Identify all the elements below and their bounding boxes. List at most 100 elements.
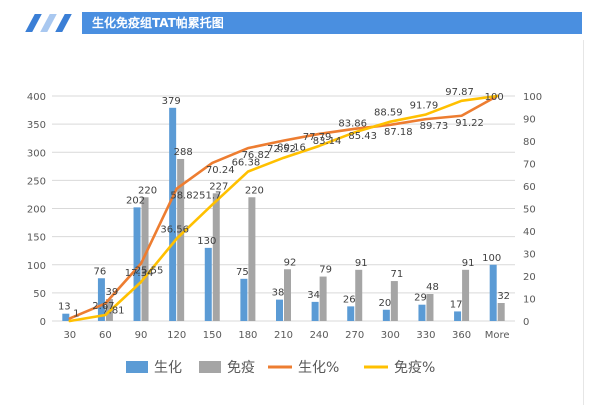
x-tick-label: 360 (452, 330, 471, 341)
y-left-tick-label: 400 (27, 92, 46, 103)
x-tick-label: 330 (416, 330, 435, 341)
data-label-immuno: 227 (209, 181, 228, 192)
y-right-tick-label: 90 (523, 115, 536, 126)
data-label-biochem-pct: 25.55 (135, 266, 164, 277)
bar-immuno (141, 197, 149, 321)
divider (583, 40, 584, 405)
bar-immuno (177, 159, 185, 321)
y-right-tick-label: 70 (523, 160, 536, 171)
data-label-immuno-pct: 36.56 (160, 225, 189, 236)
data-label-immuno-pct: 2.67 (92, 301, 114, 312)
data-label-biochem-pct: 80.16 (277, 143, 306, 154)
data-label-immuno: 92 (284, 257, 297, 268)
data-label-biochem-pct: 87.18 (384, 127, 413, 138)
bar-biochem (418, 304, 426, 321)
data-label-immuno-pct: 77.79 (303, 132, 332, 143)
x-tick-label: 90 (135, 330, 148, 341)
data-label-immuno-pct: 88.59 (374, 108, 403, 119)
bar-biochem (62, 313, 70, 321)
data-label-biochem: 76 (94, 266, 107, 277)
y-right-tick-label: 60 (523, 182, 536, 193)
data-label-biochem: 13 (58, 302, 71, 313)
y-right-tick-label: 20 (523, 272, 536, 283)
y-right-tick-label: 80 (523, 137, 536, 148)
data-label-immuno: 39 (106, 287, 119, 298)
data-label-immuno-pct: 17.34 (125, 268, 154, 279)
bar-biochem (347, 306, 355, 321)
chart-header: 生化免疫组TAT帕累托图 (0, 8, 590, 38)
data-label-biochem: 379 (162, 96, 181, 107)
bar-biochem (97, 278, 105, 321)
data-label-biochem: 38 (272, 288, 285, 299)
data-label-immuno: 71 (390, 269, 403, 280)
data-label-biochem: 130 (197, 236, 216, 247)
bar-biochem (454, 311, 462, 321)
bar-immuno (248, 197, 256, 321)
data-label-biochem-pct: 89.73 (420, 121, 449, 132)
y-right-tick-label: 10 (523, 295, 536, 306)
legend-label: 生化% (298, 360, 339, 376)
bar-immuno (284, 269, 291, 321)
y-left-tick-label: 250 (27, 176, 46, 187)
legend-label: 免疫 (227, 360, 255, 376)
bar-immuno (212, 193, 220, 321)
x-tick-label: 60 (99, 330, 112, 341)
data-label-immuno-pct: 91.79 (410, 100, 439, 111)
legend-label: 免疫% (394, 360, 435, 376)
data-label-immuno-pct: 51.7 (199, 191, 221, 202)
bar-biochem (489, 264, 497, 321)
data-label-immuno: 91 (462, 258, 475, 269)
x-tick-label: 30 (63, 330, 76, 341)
data-label-biochem: 17 (450, 299, 463, 310)
data-label-biochem: 202 (126, 195, 145, 206)
data-label-immuno: 220 (245, 185, 264, 196)
x-tick-label: 120 (167, 330, 186, 341)
data-label-biochem-pct: 7.81 (102, 305, 124, 316)
y-left-tick-label: 50 (33, 289, 46, 300)
legend-swatch (199, 361, 221, 373)
x-tick-label: 240 (310, 330, 329, 341)
data-label-biochem-pct: 91.22 (455, 118, 484, 129)
data-label-biochem: 29 (414, 293, 427, 304)
x-tick-label: 270 (345, 330, 364, 341)
y-left-tick-label: 100 (27, 261, 46, 272)
bar-immuno (390, 281, 398, 321)
data-label-biochem-pct: 58.82 (170, 191, 199, 202)
x-tick-label: 150 (203, 330, 222, 341)
data-label-biochem-pct: 85.43 (348, 131, 377, 142)
bar-biochem (204, 247, 212, 321)
bar-immuno (462, 269, 470, 321)
x-tick-label: 180 (238, 330, 257, 341)
data-label-immuno-pct: 83.86 (338, 118, 367, 129)
legend-label: 生化 (154, 360, 182, 376)
y-left-tick-label: 200 (27, 205, 46, 216)
x-tick-label: 300 (381, 330, 400, 341)
bar-immuno (355, 269, 363, 321)
data-label-immuno-pct: 72.52 (267, 144, 296, 155)
legend-swatch (126, 361, 148, 373)
data-label-immuno: 288 (174, 147, 193, 158)
x-tick-label: More (485, 330, 510, 341)
y-right-tick-label: 30 (523, 250, 536, 261)
bar-immuno (497, 303, 505, 321)
data-label-immuno: 32 (497, 291, 510, 302)
y-right-tick-label: 50 (523, 205, 536, 216)
bar-immuno (426, 294, 434, 321)
data-label-immuno: 79 (319, 265, 332, 276)
data-label-biochem: 26 (343, 294, 356, 305)
data-label-biochem-pct: 76.82 (242, 150, 271, 161)
page-title: 生化免疫组TAT帕累托图 (92, 16, 224, 30)
y-left-tick-label: 350 (27, 120, 46, 131)
bar-immuno (319, 276, 327, 321)
line-biochem-pct (68, 94, 499, 320)
bar-biochem (382, 309, 390, 321)
y-right-tick-label: 100 (523, 92, 542, 103)
y-right-tick-label: 0 (523, 317, 529, 328)
data-label-immuno: 48 (426, 282, 439, 293)
y-left-tick-label: 0 (40, 317, 46, 328)
bar-biochem (133, 207, 141, 321)
data-label-biochem: 34 (307, 290, 320, 301)
data-label-immuno-pct: 66.38 (232, 158, 261, 169)
data-label-immuno: 1 (73, 308, 79, 319)
